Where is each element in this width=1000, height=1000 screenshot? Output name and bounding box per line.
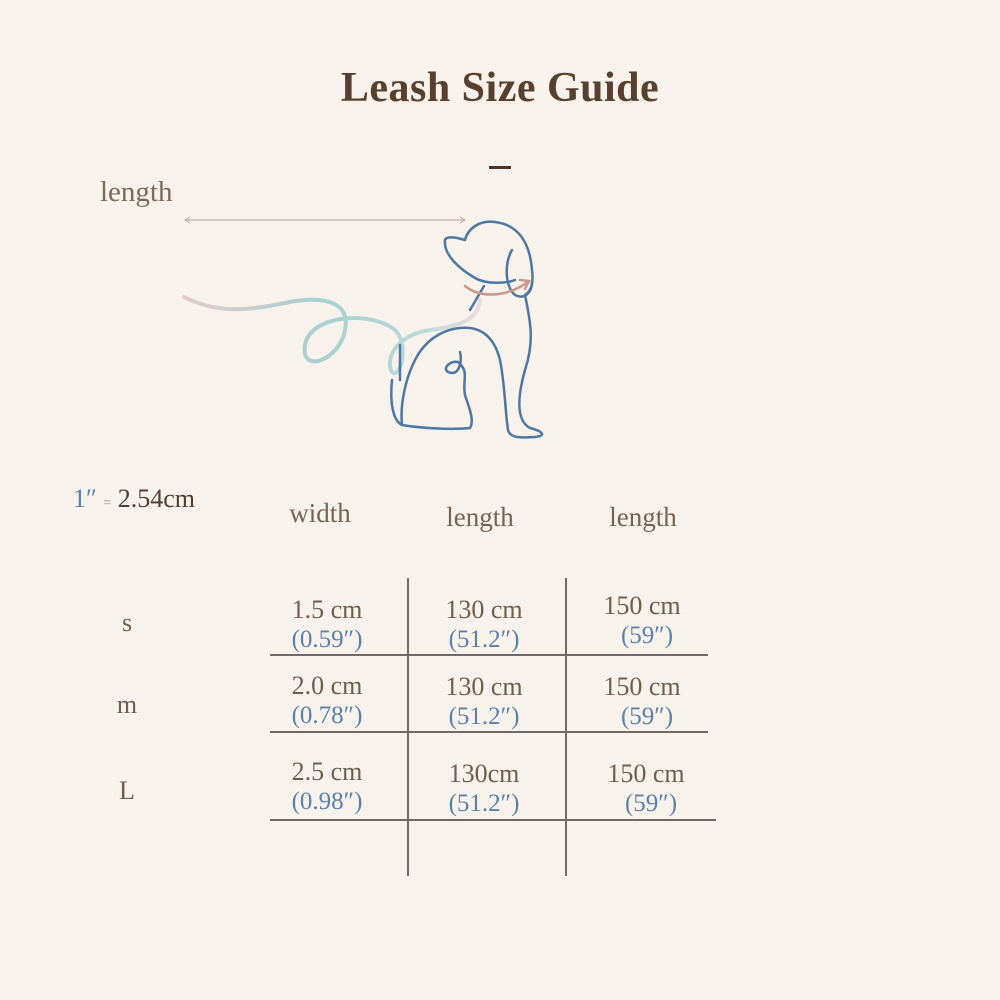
conversion-cm: 2.54cm (117, 484, 196, 513)
length-label: length (100, 176, 173, 208)
header-length-2: length (609, 502, 677, 532)
table-cell: 1.5 cm (0.59″) (291, 595, 363, 653)
dog-outline-icon (390, 220, 544, 439)
header-width: width (289, 498, 351, 528)
page-title: Leash Size Guide (340, 65, 660, 111)
size-label-s: s (121, 608, 133, 637)
row-divider (270, 819, 716, 821)
table-cell: 2.0 cm (0.78″) (291, 671, 363, 729)
table-cell: 130 cm (51.2″) (445, 595, 523, 653)
table-cell: 130 cm (51.2″) (445, 672, 523, 730)
leash-diagram (182, 216, 544, 439)
table-cell: 2.5 cm (0.98″) (291, 757, 363, 815)
title-divider (489, 166, 511, 169)
column-divider (407, 578, 409, 876)
collar-arrow-icon (463, 278, 531, 296)
leash-icon (182, 295, 482, 376)
length-arrow-icon (183, 216, 467, 224)
size-label-m: m (116, 690, 138, 719)
conversion-note: 1″ = 2.54cm (73, 484, 195, 514)
column-divider (565, 578, 567, 876)
table-cell: 150 cm (59″) (603, 672, 681, 730)
size-label-l: L (119, 776, 135, 805)
row-divider (270, 731, 708, 733)
table-cell: 150 cm (59″) (607, 759, 685, 817)
row-divider (270, 654, 708, 656)
conversion-inch: 1″ (73, 484, 97, 513)
table-cell: 130cm (51.2″) (448, 759, 520, 817)
conversion-equals: = (103, 496, 112, 511)
table-cell: 150 cm (59″) (603, 591, 681, 649)
header-length: length (446, 502, 514, 532)
